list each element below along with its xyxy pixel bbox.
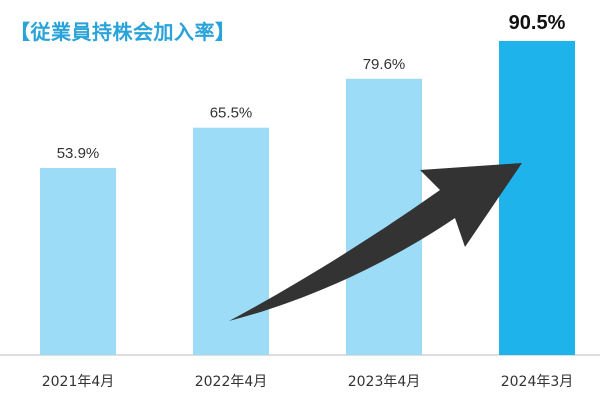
category-label-2: 2022年4月 [195,374,268,390]
bar-1 [40,167,116,355]
value-label-1: 53.9% [57,145,100,162]
category-label-1: 2021年4月 [42,374,115,390]
chart-title: 【従業員持株会加入率】 [10,20,236,44]
bar-4 [499,40,575,356]
bar-2 [193,127,269,355]
value-label-3: 79.6% [363,56,406,73]
value-label-4: 90.5% [509,12,566,34]
category-label-3: 2023年4月 [348,374,421,390]
upward-trend-arrow-icon [229,163,522,321]
category-label-4: 2024年3月 [501,374,574,390]
value-label-2: 65.5% [210,105,253,122]
labels-group: 53.9% 2021年4月 65.5% 2022年4月 79.6% 2023年4月 90.5… [42,12,574,390]
